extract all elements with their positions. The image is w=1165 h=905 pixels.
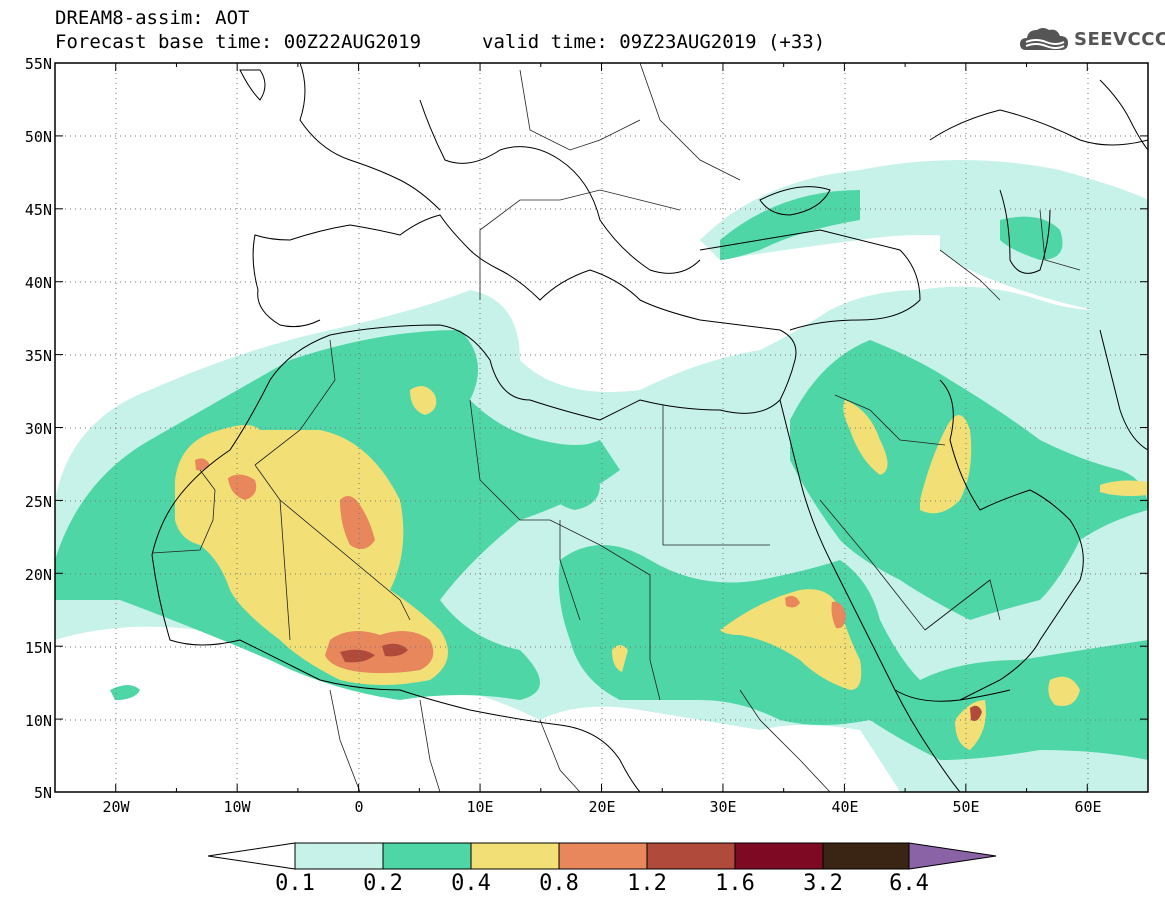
lon-label: 10W: [223, 798, 251, 816]
map-title: DREAM8-assim: AOT: [55, 7, 250, 29]
colorbar-bin-7: [822, 842, 910, 870]
lat-label: 55N: [24, 55, 52, 73]
cloud-icon: [1020, 28, 1068, 50]
coastlines: [151, 63, 1148, 792]
colorbar-bin-4: [558, 842, 648, 870]
lat-label: 45N: [24, 201, 52, 219]
lat-label: 40N: [24, 274, 52, 292]
lat-label: 20N: [24, 566, 52, 584]
lon-label: 0: [354, 798, 364, 816]
forecast-base-time: Forecast base time: 00Z22AUG2019: [55, 31, 422, 53]
lon-label: 20E: [588, 798, 616, 816]
lon-label: 40E: [831, 798, 859, 816]
lon-label: 60E: [1074, 798, 1102, 816]
borders: [151, 63, 1081, 792]
lat-label: 10N: [24, 712, 52, 730]
colorbar-bin-3: [470, 842, 560, 870]
colorbar-label: 6.4: [889, 871, 929, 896]
lat-label: 35N: [24, 347, 52, 365]
lon-label: 10E: [466, 798, 494, 816]
lat-label: 5N: [33, 784, 52, 802]
colorbar: [207, 842, 997, 870]
colorbar-low-arrow: [207, 842, 296, 870]
lon-label: 20W: [102, 798, 130, 816]
colorbar-label: 0.8: [539, 871, 579, 896]
axis-ticks: [55, 63, 1148, 792]
lon-label: 50E: [952, 798, 980, 816]
colorbar-bin-5: [646, 842, 736, 870]
lon-label: 30E: [709, 798, 737, 816]
gridlines: [55, 63, 1148, 792]
colorbar-label: 3.2: [803, 871, 843, 896]
logo-text: SEEVCCC: [1074, 28, 1165, 50]
colorbar-label: 0.4: [451, 871, 491, 896]
colorbar-label: 0.2: [363, 871, 403, 896]
colorbar-bin-2: [382, 842, 472, 870]
seevccc-logo: SEEVCCC: [1018, 24, 1165, 54]
colorbar-bin-1: [294, 842, 384, 870]
lat-label: 15N: [24, 639, 52, 657]
colorbar-high-arrow: [908, 842, 997, 870]
colorbar-label: 1.2: [627, 871, 667, 896]
colorbar-bin-6: [734, 842, 824, 870]
colorbar-label: 0.1: [275, 871, 315, 896]
lat-label: 30N: [24, 420, 52, 438]
lat-label: 50N: [24, 128, 52, 146]
aot-field: [55, 160, 1148, 792]
colorbar-label: 1.6: [715, 871, 755, 896]
lat-label: 25N: [24, 493, 52, 511]
valid-time: valid time: 09Z23AUG2019 (+33): [482, 31, 826, 53]
